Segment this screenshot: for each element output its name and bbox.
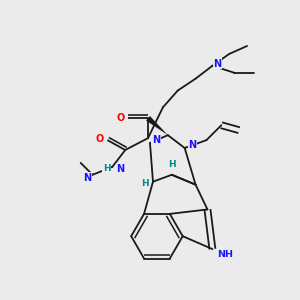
Text: N: N <box>83 173 92 183</box>
Text: H: H <box>141 179 149 188</box>
Text: H: H <box>168 160 176 169</box>
Text: O: O <box>95 134 104 144</box>
Text: N: N <box>188 140 197 150</box>
Text: N: N <box>213 59 221 69</box>
Polygon shape <box>146 116 168 135</box>
Text: H: H <box>103 164 110 173</box>
Text: N: N <box>152 135 160 145</box>
Text: NH: NH <box>217 250 233 259</box>
Text: N: N <box>116 164 124 174</box>
Text: O: O <box>116 113 124 123</box>
